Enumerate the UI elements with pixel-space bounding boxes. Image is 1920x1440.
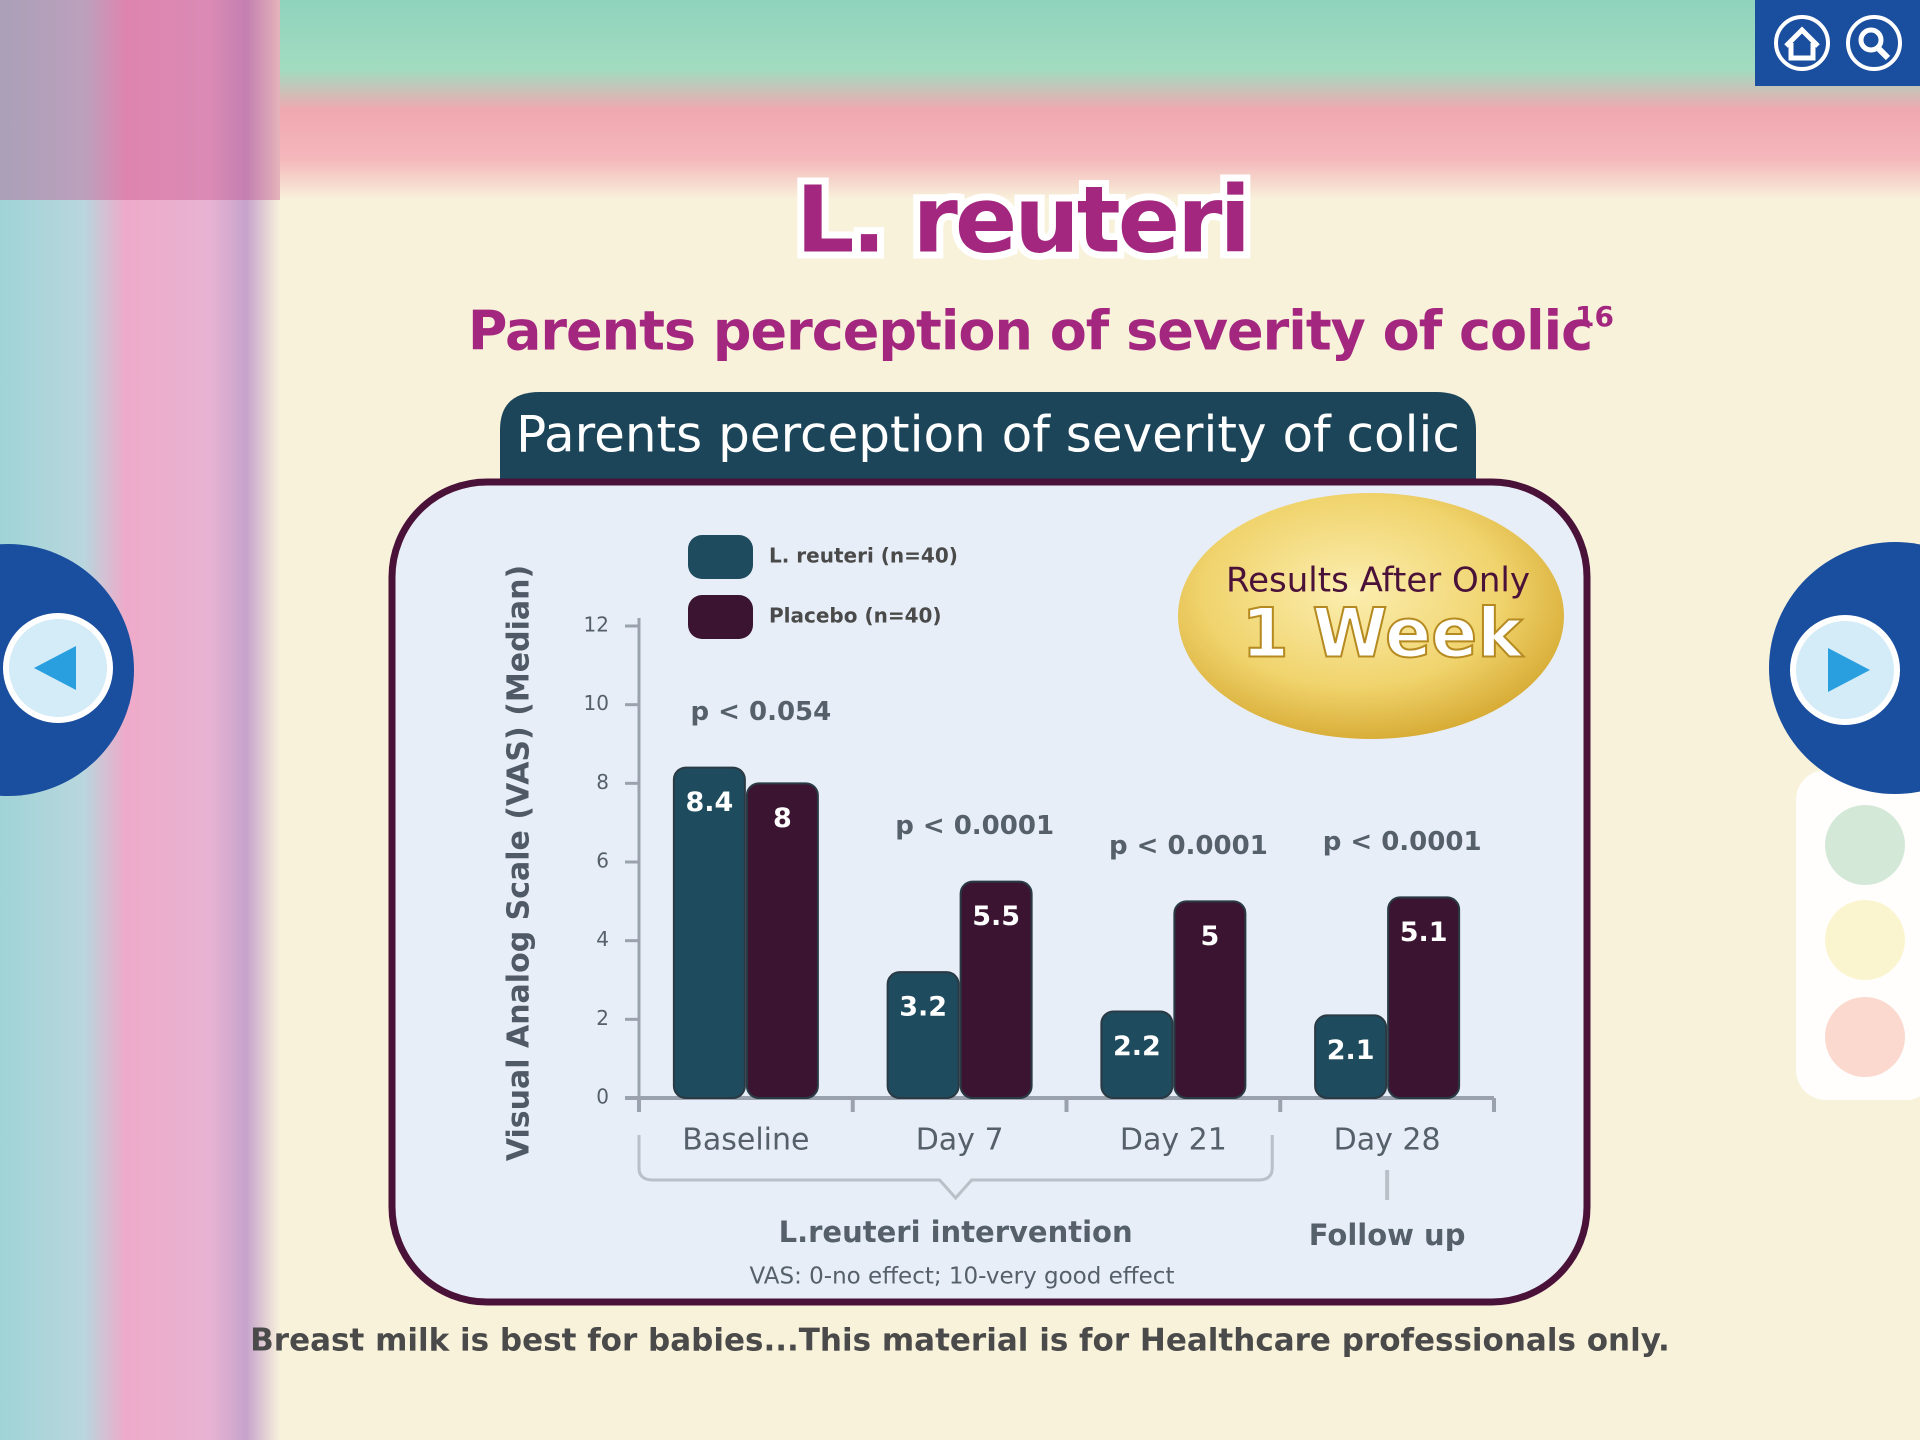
y-tick-label: 2 (596, 1006, 609, 1030)
footer: Breast milk is best for babies...This ma… (250, 1323, 1670, 1359)
bar (672, 766, 746, 1099)
p-value: p < 0.0001 (895, 811, 1054, 841)
p-value: p < 0.054 (691, 697, 832, 727)
group-bracket (637, 1135, 1274, 1201)
page-subtitle: Parents perception of severity of colic (468, 300, 1592, 363)
bar-value-label: 3.2 (899, 992, 947, 1023)
badge (1178, 493, 1564, 739)
badge-line1: Results After Only (1226, 561, 1530, 601)
badge-line2: 1 Week (1241, 595, 1524, 674)
y-tick-label: 0 (596, 1085, 609, 1109)
page-dot[interactable] (1825, 997, 1905, 1077)
y-tick-label: 12 (584, 613, 609, 637)
legend-swatch (688, 595, 753, 639)
y-axis-label: Visual Analog Scale (VAS) (Median) (502, 565, 537, 1161)
page-dot[interactable] (1825, 900, 1905, 980)
top-band (0, 0, 1920, 200)
page-dot[interactable] (1825, 805, 1905, 885)
y-tick-label: 8 (596, 770, 609, 794)
bar-value-label: 8 (773, 803, 792, 834)
y-tick-label: 10 (584, 691, 609, 715)
bar (1100, 1010, 1174, 1100)
x-tick-label: Baseline (682, 1123, 809, 1158)
bar (886, 971, 960, 1100)
bar-value-label: 2.2 (1113, 1031, 1161, 1062)
chart-header (500, 392, 1476, 484)
x-tick-label: Day 21 (1120, 1123, 1227, 1158)
search-button[interactable] (1846, 15, 1902, 71)
y-tick-label: 6 (596, 849, 609, 873)
bar-value-label: 5 (1200, 921, 1219, 952)
corner-tint (0, 0, 280, 200)
chart-note: VAS: 0-no effect; 10-very good effect (750, 1264, 1175, 1290)
bar (1173, 900, 1247, 1099)
chart-title: Parents perception of severity of colic (516, 406, 1460, 464)
bar (959, 880, 1033, 1100)
bar (1387, 896, 1461, 1100)
bar-value-label: 2.1 (1327, 1035, 1375, 1066)
bar (1314, 1014, 1388, 1100)
p-value: p < 0.0001 (1109, 831, 1268, 861)
x-tick-label: Day 7 (916, 1123, 1004, 1158)
home-button[interactable] (1774, 15, 1830, 71)
subtitle-reference: 16 (1575, 300, 1614, 333)
group-label: L.reuteri intervention (779, 1215, 1133, 1249)
legend-label: Placebo (n=40) (769, 604, 942, 628)
prev-button[interactable] (0, 544, 134, 796)
legend-swatch (688, 535, 753, 579)
bar-value-label: 8.4 (685, 787, 733, 818)
x-tick-label: Day 28 (1334, 1123, 1441, 1158)
page-title: L. reuteri (796, 166, 1248, 273)
next-button[interactable] (1769, 542, 1920, 794)
bar (745, 782, 819, 1099)
y-tick-label: 4 (596, 927, 609, 951)
group-label: Follow up (1309, 1218, 1466, 1252)
bar-value-label: 5.5 (972, 901, 1020, 932)
legend-label: L. reuteri (n=40) (769, 544, 958, 568)
p-value: p < 0.0001 (1323, 827, 1482, 857)
bar-value-label: 5.1 (1400, 917, 1448, 948)
